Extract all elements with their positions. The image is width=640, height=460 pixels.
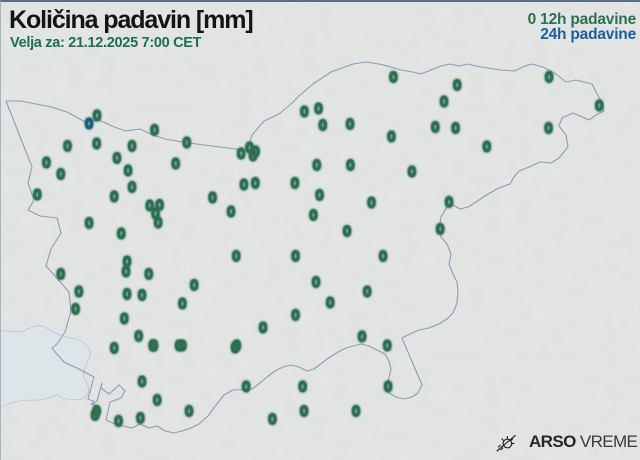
- svg-text:0: 0: [153, 392, 162, 409]
- svg-text:0: 0: [237, 146, 246, 163]
- svg-text:0: 0: [91, 408, 100, 425]
- svg-text:0: 0: [291, 175, 300, 192]
- svg-text:0: 0: [92, 136, 101, 153]
- svg-text:0: 0: [154, 215, 163, 232]
- svg-text:0: 0: [482, 139, 491, 156]
- svg-text:0: 0: [343, 223, 352, 240]
- svg-text:0: 0: [312, 275, 321, 292]
- svg-text:0: 0: [93, 108, 102, 125]
- svg-text:0: 0: [440, 94, 449, 111]
- svg-text:0: 0: [298, 379, 307, 396]
- svg-text:0: 0: [122, 264, 131, 281]
- svg-text:0: 0: [33, 187, 42, 204]
- svg-text:0: 0: [85, 216, 94, 233]
- svg-text:0: 0: [178, 296, 187, 313]
- svg-text:0: 0: [358, 329, 367, 346]
- svg-text:0: 0: [544, 121, 553, 138]
- svg-text:0: 0: [232, 249, 241, 266]
- svg-text:0: 0: [232, 338, 241, 355]
- svg-text:0: 0: [138, 374, 147, 391]
- svg-text:0: 0: [178, 338, 187, 355]
- svg-text:0: 0: [545, 69, 554, 86]
- svg-text:0: 0: [451, 121, 460, 138]
- svg-text:0: 0: [314, 101, 323, 118]
- svg-text:0: 0: [300, 403, 309, 420]
- svg-text:0: 0: [182, 135, 191, 152]
- svg-text:0: 0: [379, 249, 388, 266]
- svg-text:0: 0: [318, 118, 327, 135]
- svg-text:0: 0: [242, 379, 251, 396]
- svg-text:0: 0: [291, 308, 300, 325]
- svg-text:0: 0: [436, 222, 445, 239]
- svg-text:0: 0: [291, 249, 300, 266]
- svg-text:0: 0: [144, 266, 153, 283]
- svg-text:0: 0: [595, 98, 604, 115]
- svg-text:0: 0: [148, 338, 157, 355]
- svg-text:0: 0: [309, 208, 318, 225]
- svg-text:0: 0: [383, 338, 392, 355]
- svg-text:0: 0: [110, 189, 119, 206]
- svg-text:0: 0: [42, 155, 51, 172]
- svg-text:0: 0: [240, 177, 249, 194]
- svg-text:0: 0: [134, 328, 143, 345]
- svg-text:0: 0: [123, 286, 132, 303]
- svg-text:0: 0: [138, 288, 147, 305]
- svg-text:0: 0: [227, 204, 236, 221]
- svg-text:0: 0: [346, 157, 355, 174]
- svg-text:0: 0: [71, 302, 80, 319]
- svg-text:0: 0: [312, 157, 321, 174]
- svg-text:0: 0: [249, 148, 258, 165]
- svg-text:0: 0: [171, 156, 180, 173]
- svg-text:0: 0: [113, 151, 122, 168]
- svg-text:0: 0: [259, 320, 268, 337]
- svg-text:0: 0: [453, 78, 462, 95]
- svg-text:0: 0: [268, 412, 277, 429]
- svg-text:0: 0: [326, 295, 335, 312]
- svg-text:0: 0: [150, 122, 159, 139]
- svg-text:0: 0: [363, 284, 372, 301]
- svg-text:0: 0: [56, 166, 65, 183]
- svg-text:0: 0: [56, 266, 65, 283]
- svg-text:0: 0: [445, 194, 454, 211]
- svg-text:0: 0: [408, 164, 417, 181]
- svg-text:0: 0: [367, 195, 376, 212]
- svg-text:0: 0: [114, 413, 123, 430]
- svg-text:0: 0: [389, 70, 398, 87]
- svg-text:0: 0: [110, 341, 119, 358]
- svg-text:0: 0: [384, 379, 393, 396]
- svg-text:0: 0: [300, 104, 309, 121]
- svg-text:0: 0: [431, 119, 440, 136]
- svg-text:0: 0: [128, 180, 137, 197]
- svg-text:0: 0: [251, 175, 260, 192]
- svg-text:0: 0: [120, 311, 129, 328]
- svg-text:0: 0: [63, 138, 72, 155]
- svg-text:0: 0: [387, 129, 396, 146]
- svg-text:0: 0: [185, 403, 194, 420]
- svg-text:0: 0: [352, 403, 361, 420]
- svg-text:0: 0: [117, 226, 126, 243]
- svg-text:0: 0: [346, 117, 355, 134]
- svg-text:0: 0: [128, 138, 137, 155]
- svg-text:0: 0: [315, 188, 324, 205]
- svg-text:0: 0: [136, 411, 145, 428]
- svg-text:0: 0: [75, 284, 84, 301]
- svg-text:0: 0: [124, 163, 133, 180]
- svg-text:0: 0: [208, 190, 217, 207]
- svg-text:0: 0: [190, 277, 199, 294]
